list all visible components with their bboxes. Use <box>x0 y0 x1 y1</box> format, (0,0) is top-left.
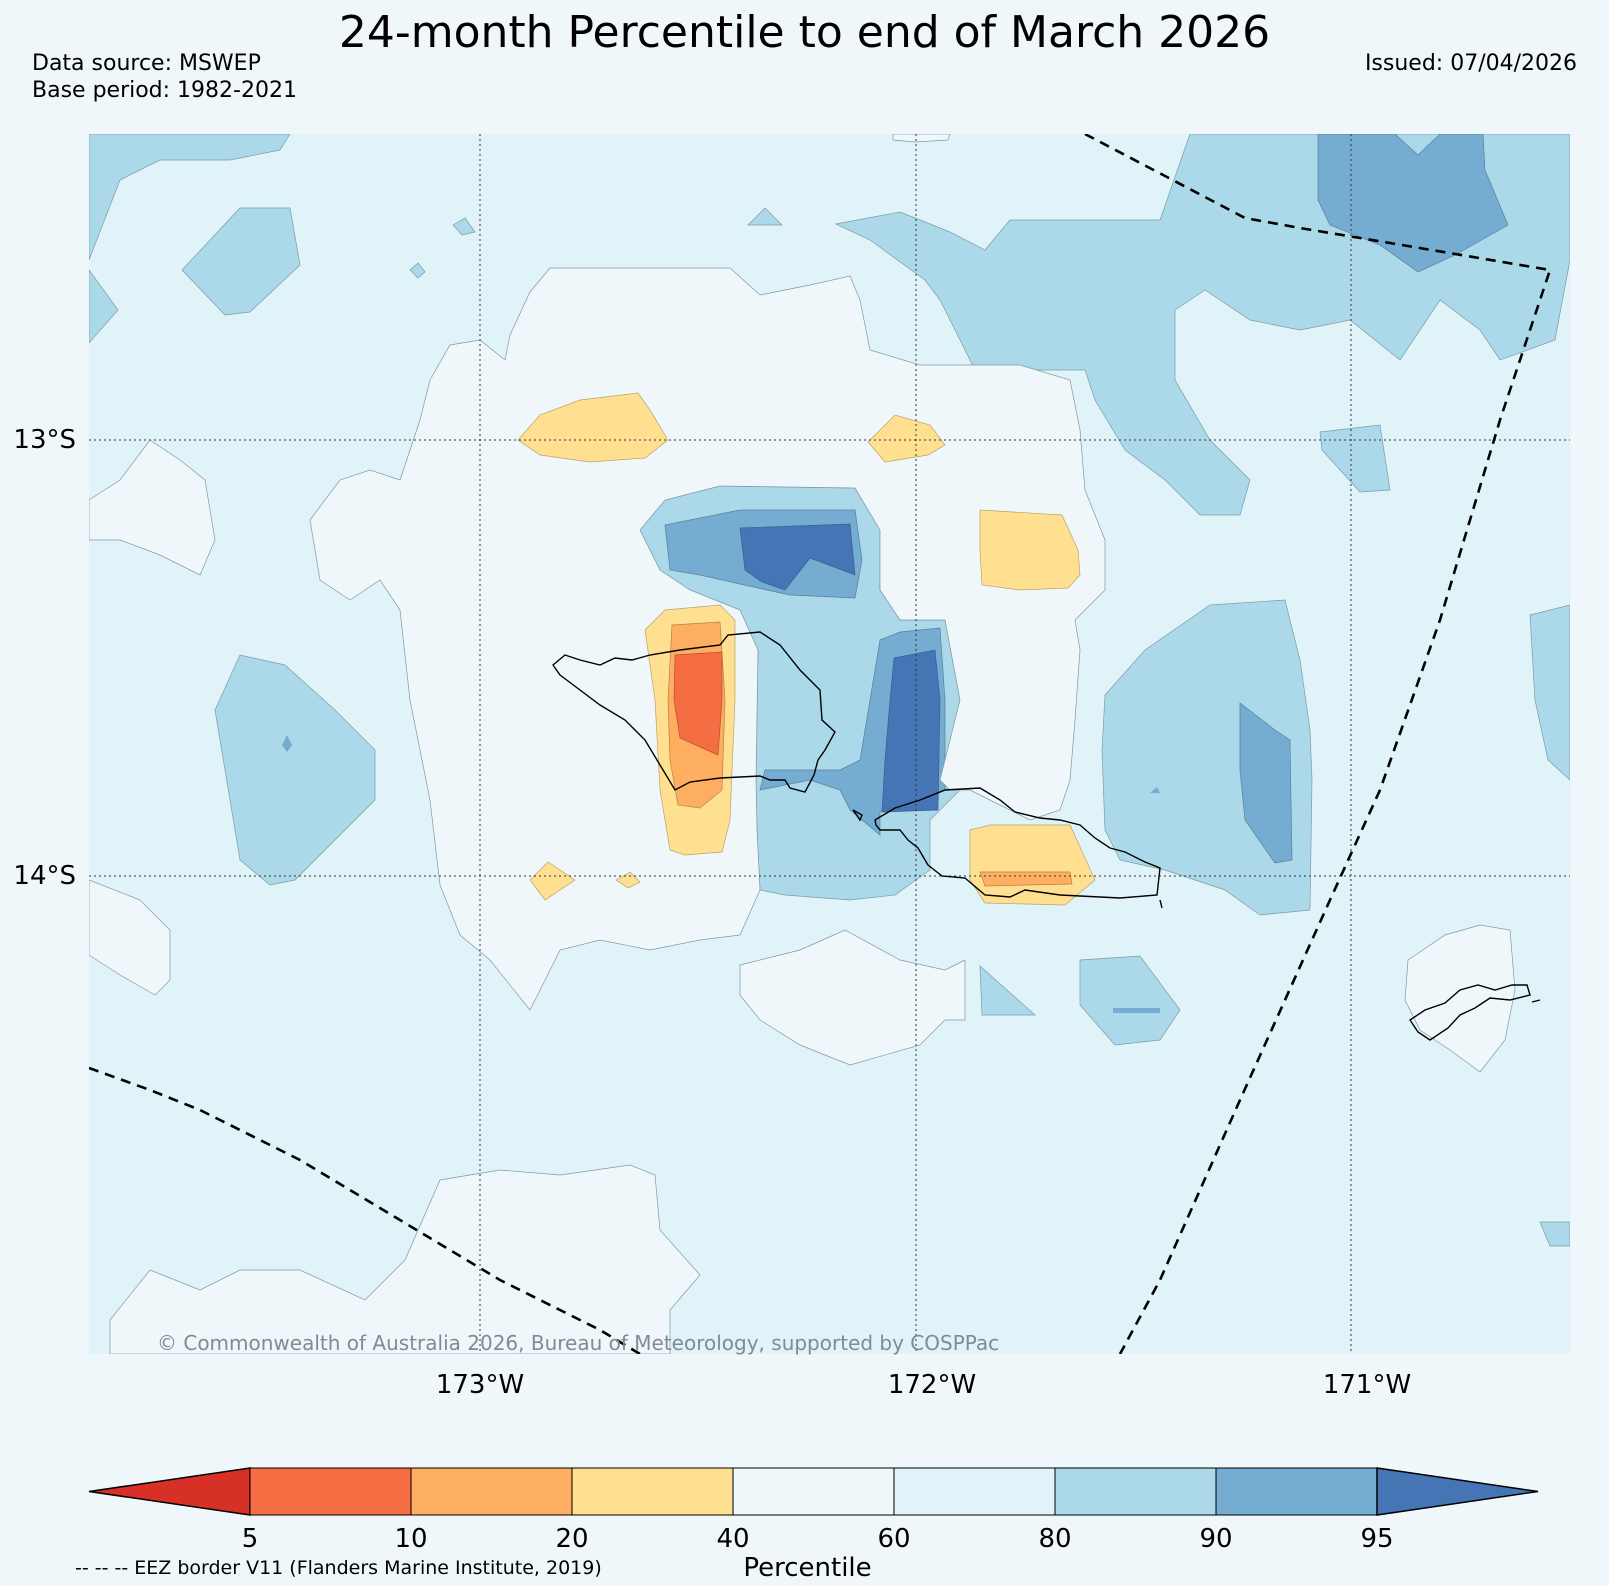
colorbar-tick-label: 20 <box>555 1524 588 1554</box>
contours-above-95 <box>739 523 941 813</box>
lon-label-172w: 172°W <box>888 1370 976 1400</box>
small-contour-bar <box>1113 1008 1160 1013</box>
colorbar-tick-label: 80 <box>1038 1524 1071 1554</box>
colorbar-tick-label: 5 <box>242 1524 259 1554</box>
base-period-text: Base period: 1982-2021 <box>32 78 297 103</box>
map-plot-area <box>89 134 1570 1354</box>
coastline-upolu <box>852 787 1163 909</box>
data-source-text: Data source: MSWEP <box>32 51 261 76</box>
colorbar: 5 10 20 40 60 80 90 95 Percentile <box>88 1467 1539 1583</box>
map-title: 24-month Percentile to end of March 2026 <box>338 7 1271 58</box>
lon-label-171w: 171°W <box>1323 1370 1411 1400</box>
lat-label-13s: 13°S <box>13 425 76 455</box>
lat-label-14s: 14°S <box>13 861 76 891</box>
colorbar-tick-label: 90 <box>1199 1524 1232 1554</box>
colorbar-segment <box>410 1467 573 1516</box>
contours-5-10 <box>673 651 723 756</box>
colorbar-extend-high <box>1376 1467 1539 1516</box>
colorbar-tick-label: 10 <box>394 1524 427 1554</box>
colorbar-extend-low <box>88 1467 251 1516</box>
issued-date-text: Issued: 07/04/2026 <box>1364 51 1577 76</box>
colorbar-segment <box>1054 1467 1217 1516</box>
colorbar-segment <box>732 1467 895 1516</box>
colorbar-segment <box>893 1467 1056 1516</box>
copyright-text: © Commonwealth of Australia 2026, Bureau… <box>157 1331 999 1355</box>
colorbar-segment <box>249 1467 412 1516</box>
gridlines <box>89 134 1570 1354</box>
coastline-tutuila <box>1409 984 1541 1041</box>
colorbar-tick-label: 40 <box>716 1524 749 1554</box>
small-contour-dot <box>1150 787 1160 793</box>
colorbar-segment <box>1215 1467 1378 1516</box>
lon-label-173w: 173°W <box>436 1370 524 1400</box>
colorbar-tick-label: 60 <box>877 1524 910 1554</box>
coastline-savaii <box>552 631 836 793</box>
colorbar-title: Percentile <box>743 1553 871 1583</box>
eez-border <box>89 134 1552 1354</box>
colorbar-segment <box>571 1467 734 1516</box>
colorbar-tick-label: 95 <box>1360 1524 1393 1554</box>
eez-border-note: -- -- -- EEZ border V11 (Flanders Marine… <box>75 1557 602 1579</box>
small-contour-dot <box>282 735 292 752</box>
